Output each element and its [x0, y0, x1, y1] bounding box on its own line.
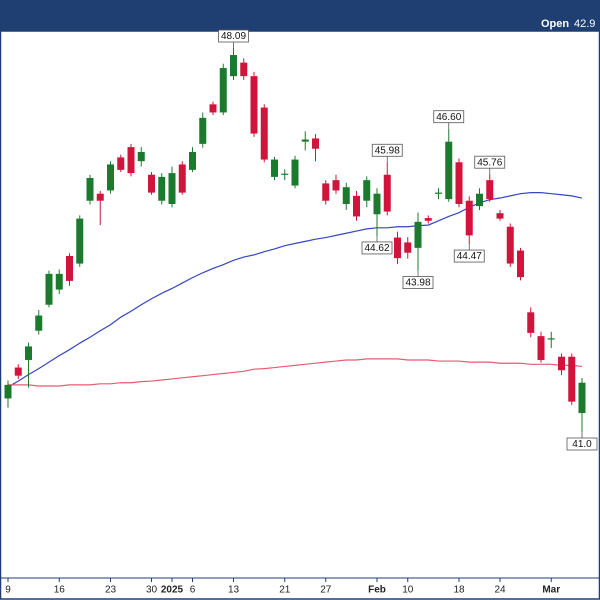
- candle-body: [301, 139, 309, 142]
- moving-average-line: [8, 358, 583, 387]
- candle-body: [127, 147, 135, 174]
- candle-body: [240, 62, 248, 77]
- candle-body: [445, 141, 453, 200]
- candle-body: [332, 180, 340, 191]
- annotation-box: [453, 249, 485, 263]
- candle-body: [383, 174, 391, 212]
- candle-body: [66, 255, 73, 281]
- candle-body: [537, 336, 545, 360]
- candle-body: [414, 221, 422, 248]
- annotation-box: [566, 437, 598, 451]
- candle-body: [363, 180, 371, 201]
- candle-body: [96, 193, 104, 201]
- candle-body: [568, 356, 576, 402]
- candle-body: [158, 176, 166, 201]
- x-tick-label: 27: [320, 585, 332, 596]
- candle-body: [14, 367, 22, 376]
- candle-body: [353, 195, 360, 217]
- candle-body: [178, 164, 186, 193]
- candle-body: [86, 177, 94, 201]
- candle-body: [271, 159, 278, 177]
- x-tick-label: 6: [190, 585, 196, 596]
- x-tick-label: 13: [228, 585, 240, 596]
- header-label: Open: [541, 18, 569, 30]
- annotation-label: 44.62: [364, 243, 389, 254]
- x-tick-label: 18: [453, 585, 465, 596]
- candle-body: [476, 193, 483, 207]
- candle-body: [199, 117, 207, 144]
- candle-body: [189, 151, 196, 170]
- annotation-box: [474, 155, 506, 169]
- candle-body: [322, 183, 330, 201]
- candle-body: [260, 107, 268, 160]
- candle-body: [76, 218, 84, 264]
- candle-body: [250, 76, 258, 134]
- annotation-label: 46.60: [436, 112, 461, 123]
- annotation-label: 48.09: [221, 31, 246, 42]
- annotation-label: 44.47: [457, 251, 482, 262]
- annotation-label: 41.0: [572, 439, 592, 450]
- candle-body: [148, 174, 155, 193]
- candle-body: [435, 192, 442, 194]
- candle-body: [4, 384, 12, 399]
- candle-body: [465, 200, 473, 236]
- annotation-box: [433, 110, 465, 124]
- x-tick-label: Mar: [542, 585, 560, 596]
- x-tick-label: 23: [105, 585, 117, 596]
- x-tick-label: 21: [279, 585, 291, 596]
- candle-body: [486, 180, 494, 200]
- candle-body: [219, 68, 227, 113]
- candle-body: [291, 159, 299, 186]
- candle-body: [424, 218, 432, 221]
- annotation-label: 45.98: [375, 145, 400, 156]
- x-tick-label: 2025: [161, 585, 184, 596]
- candle-body: [230, 55, 237, 77]
- annotation-box: [218, 29, 249, 43]
- candle-body: [342, 187, 350, 204]
- candle-body: [394, 237, 401, 259]
- candle-body: [455, 162, 463, 204]
- candle-body: [117, 157, 125, 170]
- annotation-label: 45.76: [477, 157, 502, 168]
- moving-average-line: [7, 192, 583, 388]
- candle-body: [35, 315, 43, 331]
- candle-body: [404, 242, 412, 253]
- x-tick-label: 30: [146, 585, 158, 596]
- header-value: 42.9: [574, 18, 595, 30]
- candle-body: [281, 173, 289, 175]
- candle-body: [517, 250, 524, 278]
- candle-body: [55, 273, 63, 290]
- x-tick-label: Feb: [368, 585, 386, 596]
- candle-body: [578, 382, 586, 414]
- candle-body: [45, 273, 53, 305]
- candle-body: [168, 173, 176, 204]
- candle-body: [558, 356, 565, 371]
- x-tick-label: 10: [402, 585, 414, 596]
- x-tick-label: 24: [494, 585, 506, 596]
- candle-body: [209, 104, 217, 113]
- header-bar: [0, 0, 600, 31]
- candle-body: [547, 338, 555, 340]
- x-tick-label: 16: [54, 585, 66, 596]
- candle-body: [137, 151, 145, 162]
- candle-body: [527, 312, 535, 333]
- annotation-label: 43.98: [405, 278, 430, 289]
- candle-body: [25, 346, 32, 360]
- candle-body: [496, 213, 504, 219]
- annotation-box: [361, 241, 393, 255]
- annotation-box: [402, 276, 434, 290]
- candle-body: [312, 138, 319, 149]
- annotation-box: [371, 143, 403, 157]
- candle-body: [107, 164, 114, 191]
- x-tick-label: 9: [5, 585, 11, 596]
- candle-body: [373, 193, 381, 215]
- candle-body: [506, 226, 514, 264]
